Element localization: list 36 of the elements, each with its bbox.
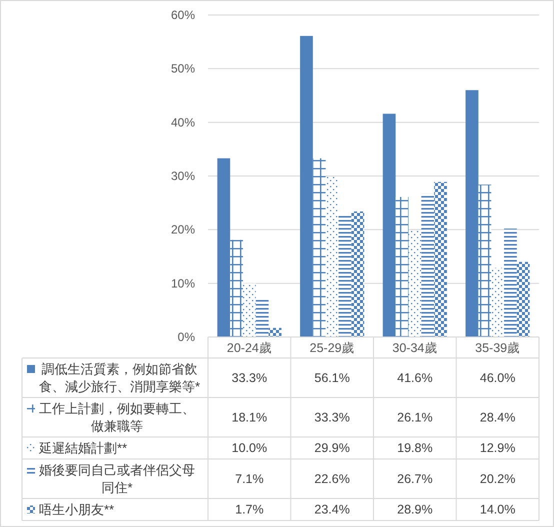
y-tick-label: 10%	[170, 276, 196, 290]
data-label: 26.7%	[397, 472, 433, 486]
data-label: 46.0%	[480, 370, 516, 385]
legend-label: 婚後要同自己或者伴侶父母同住*	[39, 462, 195, 495]
data-label: 23.4%	[314, 502, 350, 516]
x-tick-label: 25-29歲	[310, 341, 355, 355]
data-label: 26.1%	[397, 410, 433, 424]
data-label: 14.0%	[480, 502, 516, 516]
x-tick-label: 30-34歲	[392, 341, 438, 355]
data-label: 56.1%	[314, 370, 350, 385]
y-tick-label: 20%	[170, 222, 196, 237]
data-label: 41.6%	[397, 370, 433, 385]
data-label: 33.3%	[232, 370, 268, 385]
y-tick-label: 40%	[170, 115, 196, 130]
data-label: 28.4%	[480, 410, 516, 424]
data-label: 33.3%	[314, 410, 350, 424]
y-tick-label: 0%	[178, 330, 196, 344]
data-label: 12.9%	[480, 441, 516, 455]
data-label: 18.1%	[232, 410, 268, 424]
data-label: 28.9%	[397, 502, 433, 516]
data-label: 7.1%	[235, 472, 264, 486]
data-label: 20.2%	[480, 472, 516, 486]
y-tick-label: 30%	[170, 169, 196, 183]
x-tick-label: 20-24歲	[226, 341, 272, 355]
data-label: 10.0%	[232, 441, 268, 455]
data-label: 29.9%	[314, 441, 350, 455]
legend-label: 唔生小朋友**	[39, 502, 114, 517]
legend-label: 調低生活質素，例如節省飲食、減少旅行、消閒享樂等*	[39, 362, 200, 394]
x-tick-label: 35-39歲	[475, 341, 520, 355]
data-label: 22.6%	[314, 472, 350, 486]
legend-label: 延遲結婚計劃**	[38, 440, 128, 456]
data-label: 1.7%	[235, 502, 264, 516]
y-tick-label: 60%	[170, 8, 196, 22]
legend-label: 工作上計劃，例如要轉工、做兼職等	[39, 401, 195, 434]
data-label: 19.8%	[397, 441, 433, 455]
y-tick-label: 50%	[170, 62, 196, 76]
